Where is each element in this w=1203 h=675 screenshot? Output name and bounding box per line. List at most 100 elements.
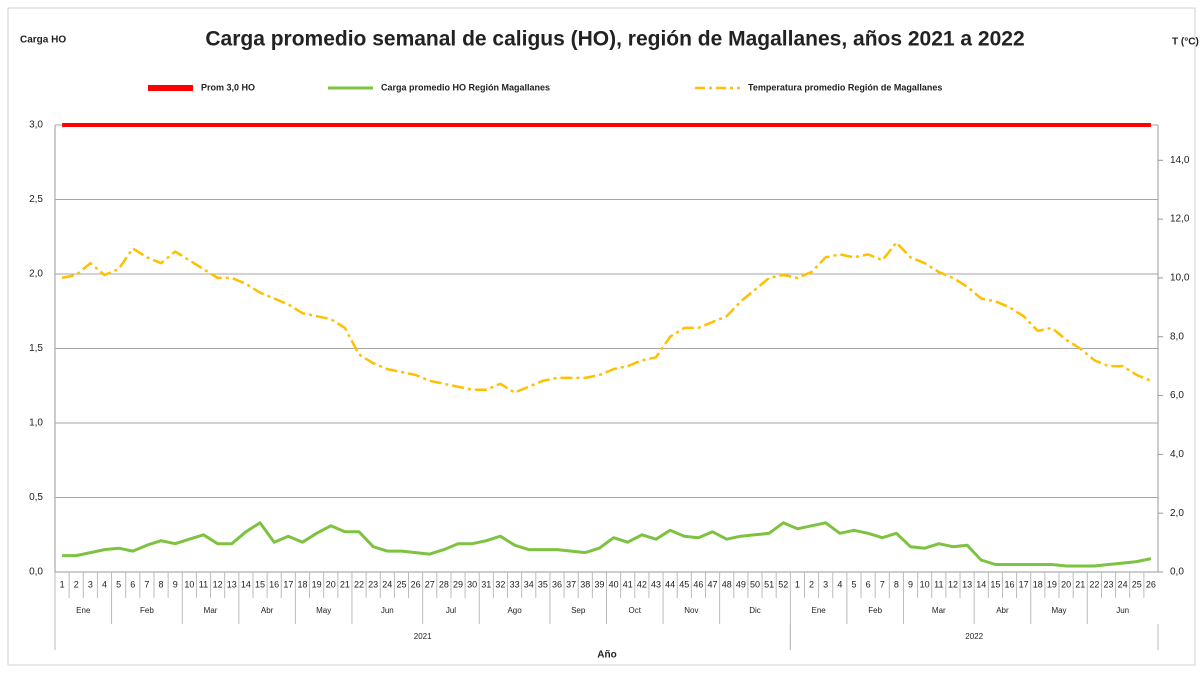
month-label: Oct — [629, 606, 642, 615]
month-label: Feb — [140, 606, 154, 615]
x-tick-label: 29 — [453, 579, 463, 589]
x-tick-label: 2 — [74, 579, 79, 589]
legend-label: Prom 3,0 HO — [201, 82, 255, 92]
month-label: Ago — [507, 606, 522, 615]
x-tick-label: 11 — [934, 579, 943, 589]
x-tick-label: 43 — [651, 579, 661, 589]
y2-tick-label: 2,0 — [1170, 508, 1184, 519]
x-tick-label: 51 — [764, 579, 774, 589]
x-tick-label: 25 — [1132, 579, 1142, 589]
y2-tick-label: 0,0 — [1170, 567, 1184, 578]
x-tick-label: 5 — [116, 579, 121, 589]
month-label: Abr — [996, 606, 1009, 615]
month-label: Mar — [932, 606, 946, 615]
x-tick-label: 5 — [851, 579, 856, 589]
x-tick-label: 34 — [524, 579, 534, 589]
x-tick-label: 33 — [510, 579, 520, 589]
month-label: May — [1051, 606, 1066, 615]
x-tick-label: 47 — [708, 579, 718, 589]
y-tick-label: 2,0 — [29, 269, 43, 280]
x-tick-label: 46 — [693, 579, 703, 589]
x-tick-label: 44 — [665, 579, 675, 589]
x-tick-label: 17 — [283, 579, 293, 589]
x-tick-label: 35 — [538, 579, 548, 589]
x-tick-label: 11 — [199, 579, 208, 589]
month-label: Ene — [811, 606, 826, 615]
x-tick-label: 31 — [481, 579, 491, 589]
month-label: Ene — [76, 606, 91, 615]
x-tick-label: 16 — [1005, 579, 1015, 589]
x-tick-label: 3 — [823, 579, 828, 589]
x-tick-label: 1 — [795, 579, 800, 589]
x-tick-label: 49 — [736, 579, 746, 589]
x-tick-label: 25 — [396, 579, 406, 589]
x-tick-label: 9 — [173, 579, 178, 589]
x-tick-label: 22 — [1089, 579, 1099, 589]
y2-tick-label: 10,0 — [1170, 273, 1190, 284]
x-tick-label: 10 — [184, 579, 194, 589]
x-tick-label: 24 — [382, 579, 392, 589]
x-tick-label: 17 — [1019, 579, 1029, 589]
x-tick-label: 4 — [837, 579, 842, 589]
x-tick-label: 12 — [213, 579, 223, 589]
x-tick-label: 50 — [750, 579, 760, 589]
x-tick-label: 12 — [948, 579, 958, 589]
y2-axis-label: T (°C) — [1172, 37, 1199, 48]
x-tick-label: 40 — [609, 579, 619, 589]
x-tick-label: 20 — [1061, 579, 1071, 589]
month-label: Mar — [204, 606, 218, 615]
x-tick-label: 48 — [722, 579, 732, 589]
x-tick-label: 23 — [368, 579, 378, 589]
series-line — [62, 521, 1152, 568]
y-tick-label: 0,0 — [29, 567, 43, 578]
x-tick-label: 9 — [908, 579, 913, 589]
month-label: Dic — [749, 606, 761, 615]
month-label: Sep — [571, 606, 586, 615]
x-tick-label: 2 — [809, 579, 814, 589]
x-tick-label: 15 — [990, 579, 1000, 589]
y2-tick-label: 12,0 — [1170, 214, 1190, 225]
x-tick-label: 18 — [297, 579, 307, 589]
month-label: Feb — [868, 606, 882, 615]
x-tick-label: 15 — [255, 579, 265, 589]
x-tick-label: 3 — [88, 579, 93, 589]
series-line — [61, 241, 1152, 394]
x-tick-label: 10 — [920, 579, 930, 589]
x-tick-label: 1 — [60, 579, 65, 589]
x-tick-label: 19 — [312, 579, 322, 589]
month-label: Jun — [381, 606, 394, 615]
y2-tick-label: 14,0 — [1170, 155, 1190, 166]
x-tick-label: 16 — [269, 579, 279, 589]
x-tick-label: 13 — [962, 579, 972, 589]
year-label: 2022 — [965, 632, 983, 641]
y2-tick-label: 6,0 — [1170, 390, 1184, 401]
y-tick-label: 1,5 — [29, 343, 43, 354]
y-tick-label: 2,5 — [29, 194, 43, 205]
x-tick-label: 37 — [566, 579, 576, 589]
x-tick-label: 41 — [623, 579, 633, 589]
month-label: May — [316, 606, 331, 615]
x-tick-label: 8 — [894, 579, 899, 589]
x-tick-label: 13 — [227, 579, 237, 589]
x-tick-label: 32 — [495, 579, 505, 589]
x-tick-label: 42 — [637, 579, 647, 589]
legend-label: Carga promedio HO Región Magallanes — [381, 82, 550, 92]
x-tick-label: 8 — [159, 579, 164, 589]
x-tick-label: 38 — [580, 579, 590, 589]
month-label: Jun — [1116, 606, 1129, 615]
x-tick-label: 21 — [1075, 579, 1085, 589]
x-tick-label: 18 — [1033, 579, 1043, 589]
legend-label: Temperatura promedio Región de Magallane… — [748, 82, 942, 92]
x-tick-label: 21 — [340, 579, 350, 589]
chart-title: Carga promedio semanal de caligus (HO), … — [205, 28, 1024, 51]
x-tick-label: 39 — [594, 579, 604, 589]
y-axis-label: Carga HO — [20, 35, 66, 46]
x-tick-label: 19 — [1047, 579, 1057, 589]
y-tick-label: 0,5 — [29, 492, 43, 503]
x-tick-label: 30 — [467, 579, 477, 589]
chart-border — [7, 7, 1196, 666]
x-tick-label: 7 — [144, 579, 149, 589]
year-label: 2021 — [414, 632, 432, 641]
y-tick-label: 3,0 — [29, 120, 43, 131]
